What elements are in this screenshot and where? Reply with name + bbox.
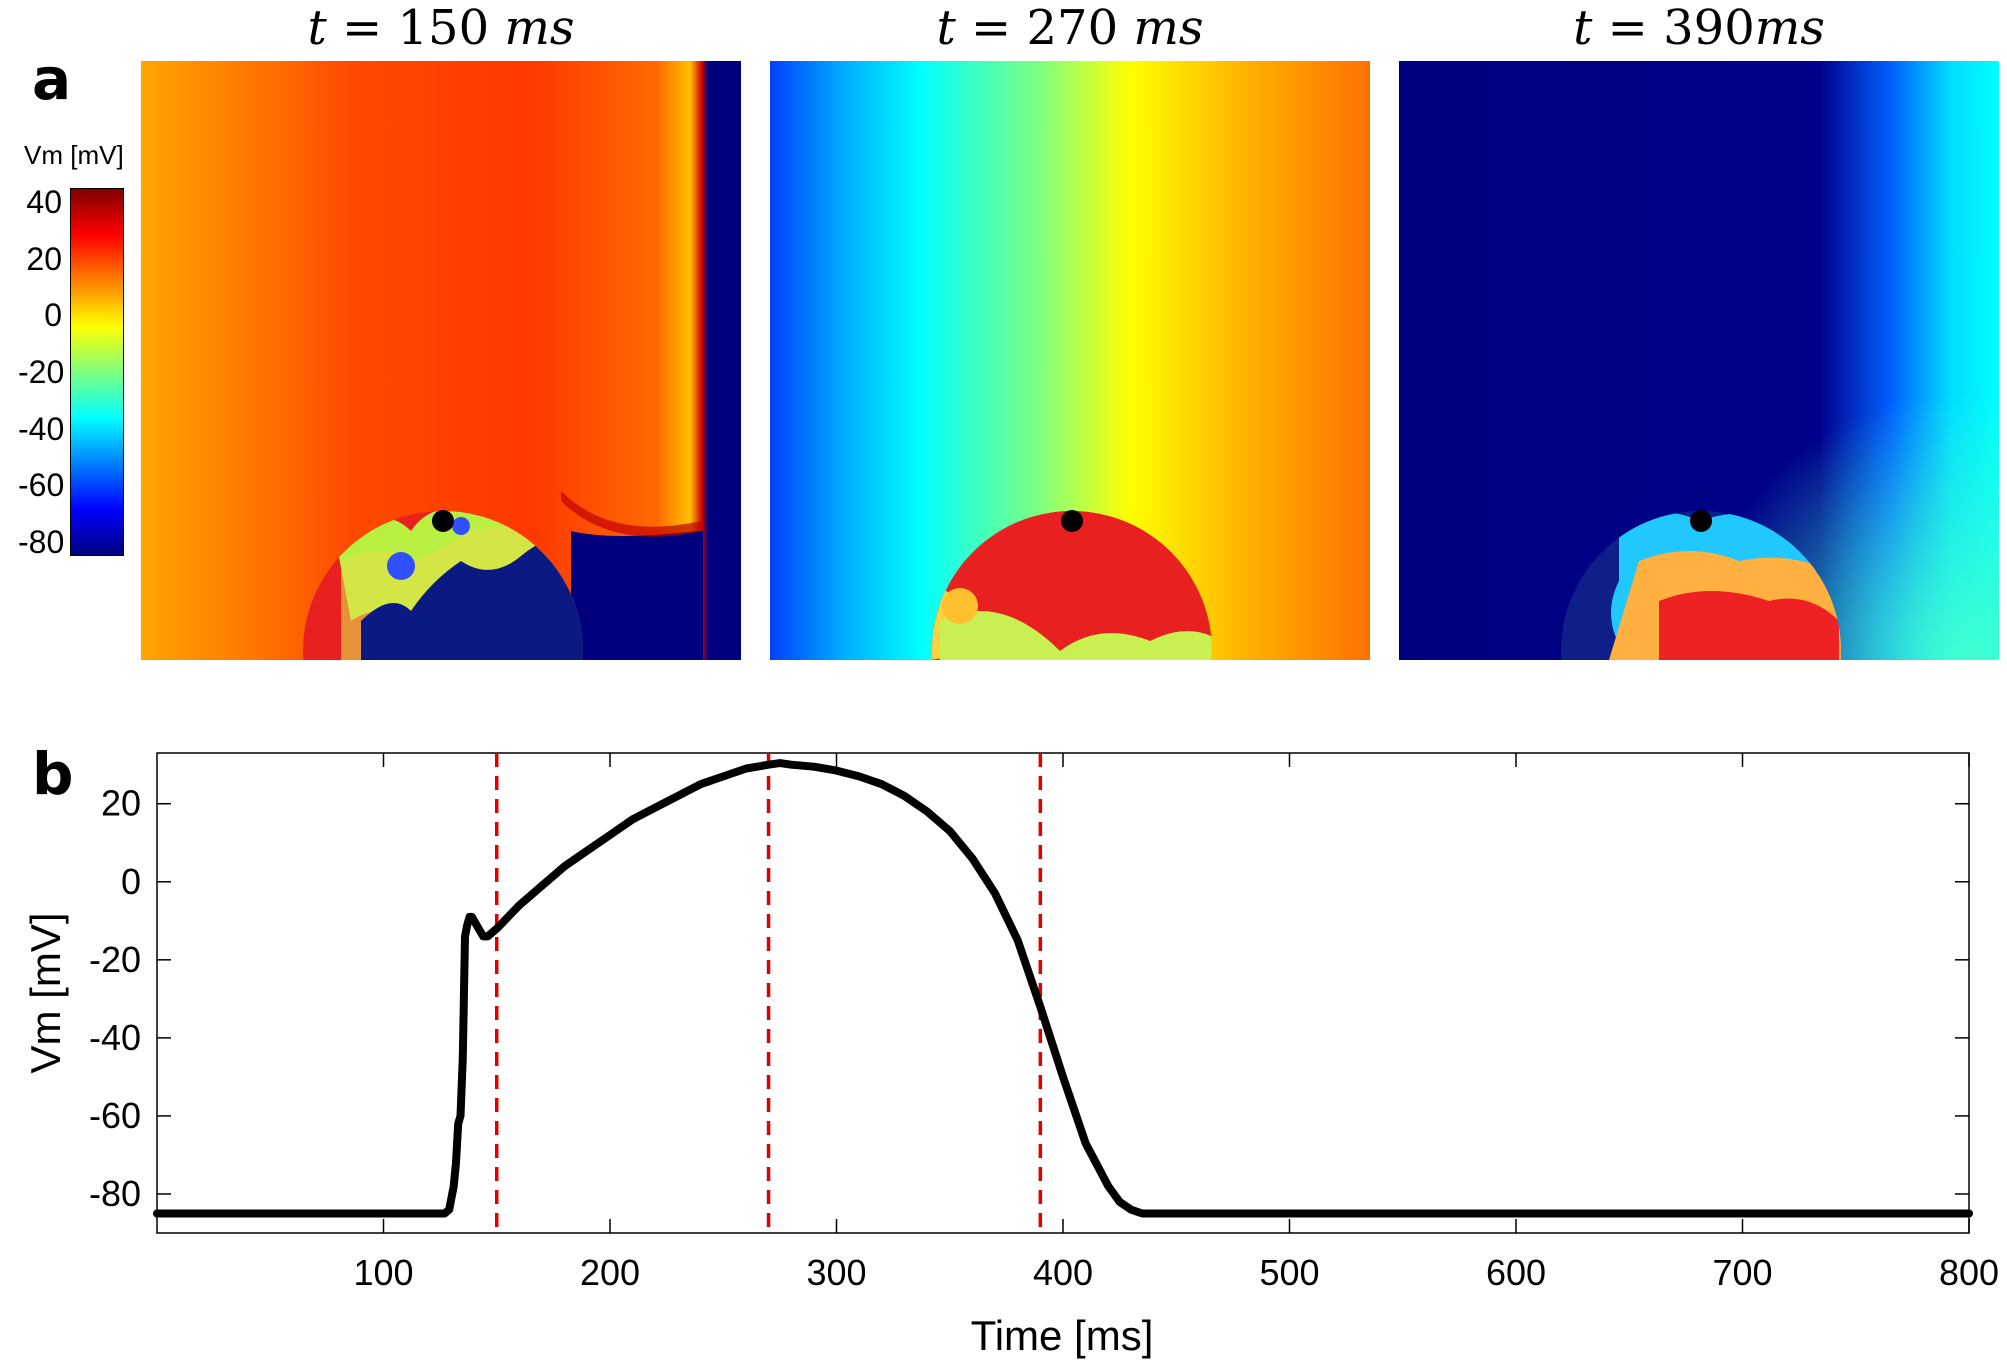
colorbar-tick-label: -40 bbox=[18, 410, 65, 447]
snapshot-map-150ms bbox=[141, 61, 741, 660]
snapshot-title-1: t = 150 ms bbox=[307, 0, 575, 56]
time-unit: ms bbox=[1133, 0, 1204, 56]
vm-trace bbox=[153, 759, 1973, 1218]
recording-site-dot bbox=[1061, 510, 1083, 532]
y-tick-label: -20 bbox=[89, 939, 141, 980]
panel-a-label: a bbox=[32, 45, 72, 113]
x-tick-label: 500 bbox=[1259, 1252, 1319, 1293]
x-tick-label: 100 bbox=[353, 1252, 413, 1293]
colorbar-tick-label: -20 bbox=[18, 354, 65, 390]
y-axis-label: Vm [mV] bbox=[22, 912, 69, 1073]
y-tick-label: -40 bbox=[89, 1017, 141, 1058]
membrane-potential-chart: 100 200 300 400 500 600 700 800 200-20-40-60-80… bbox=[22, 752, 1999, 1359]
colorbar-tick-label: -80 bbox=[18, 523, 65, 560]
x-axis-ticks: 100 200 300 400 500 600 700 800 bbox=[353, 753, 1999, 1293]
panel-b-label: b bbox=[32, 740, 74, 808]
colorbar bbox=[70, 188, 124, 556]
x-tick-label: 200 bbox=[580, 1252, 640, 1293]
x-tick-label: 300 bbox=[806, 1252, 866, 1293]
x-tick-label: 800 bbox=[1939, 1252, 1999, 1293]
snapshot-title-3: t = 390ms bbox=[1573, 0, 1825, 56]
x-axis-label: Time [ms] bbox=[971, 1312, 1154, 1359]
plot-frame bbox=[156, 752, 1970, 1234]
snapshot-map-270ms bbox=[770, 61, 1370, 660]
y-tick-label: -60 bbox=[89, 1095, 141, 1136]
snapshot-map-390ms bbox=[1399, 61, 1999, 660]
time-unit: ms bbox=[504, 0, 575, 56]
colorbar-tick-label: 20 bbox=[26, 240, 62, 277]
colorbar-tick-label: -60 bbox=[18, 467, 65, 504]
time-symbol: t bbox=[307, 0, 327, 56]
time-symbol: t bbox=[936, 0, 956, 56]
colorbar-tick-label: 40 bbox=[26, 184, 62, 221]
time-unit: ms bbox=[1754, 0, 1825, 56]
y-tick-label: -80 bbox=[89, 1173, 141, 1214]
colorbar-title: Vm [mV] bbox=[24, 140, 124, 170]
x-tick-label: 700 bbox=[1712, 1252, 1772, 1293]
x-tick-label: 600 bbox=[1486, 1252, 1546, 1293]
reference-lines bbox=[495, 753, 1043, 1233]
y-axis-ticks: 20 0 -20 -40 -60 -80 bbox=[89, 783, 1969, 1214]
y-tick-label: 0 bbox=[121, 861, 141, 902]
x-tick-label: 400 bbox=[1033, 1252, 1093, 1293]
y-tick-label: 20 bbox=[101, 783, 141, 824]
recording-site-dot bbox=[1690, 510, 1712, 532]
recording-site-dot bbox=[432, 510, 454, 532]
colorbar-tick-label: 0 bbox=[44, 297, 62, 334]
time-symbol: t bbox=[1573, 0, 1593, 56]
snapshot-title-2: t = 270 ms bbox=[936, 0, 1204, 56]
